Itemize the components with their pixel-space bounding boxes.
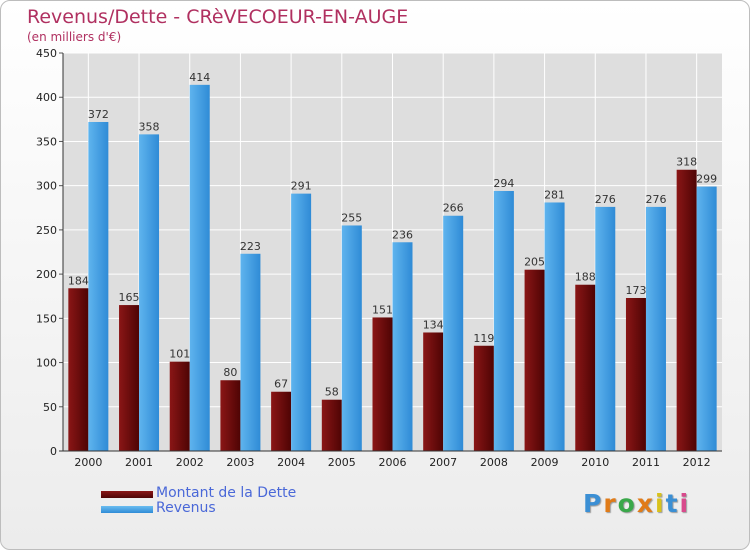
value-label-revenus-2012: 299 xyxy=(696,173,717,186)
bar-dette-2003 xyxy=(220,380,241,451)
bar-revenus-2002 xyxy=(189,84,210,451)
x-tick-label: 2012 xyxy=(683,456,711,469)
bar-revenus-2008 xyxy=(493,190,514,451)
bar-revenus-2009 xyxy=(544,202,565,451)
value-label-dette-2007: 134 xyxy=(423,318,444,331)
bar-dette-2001 xyxy=(119,305,140,451)
logo-letter: o xyxy=(617,489,637,518)
value-label-dette-2000: 184 xyxy=(68,274,89,287)
x-tick-label: 2005 xyxy=(328,456,356,469)
bar-dette-2005 xyxy=(321,399,342,451)
x-tick-label: 2003 xyxy=(226,456,254,469)
y-tick-label: 400 xyxy=(36,91,57,104)
bar-dette-2009 xyxy=(524,269,545,451)
x-tick-label: 2002 xyxy=(176,456,204,469)
value-label-revenus-2010: 276 xyxy=(595,193,616,206)
x-tick-label: 2009 xyxy=(531,456,559,469)
x-tick-label: 2001 xyxy=(125,456,153,469)
y-tick-label: 150 xyxy=(36,312,57,325)
bar-dette-2002 xyxy=(169,361,190,451)
x-tick-label: 2010 xyxy=(581,456,609,469)
value-label-revenus-2004: 291 xyxy=(291,180,312,193)
value-label-dette-2002: 101 xyxy=(169,348,190,361)
bar-revenus-2000 xyxy=(88,121,109,451)
value-label-dette-2009: 205 xyxy=(524,256,545,269)
logo-letter: r xyxy=(603,489,618,518)
value-label-revenus-2011: 276 xyxy=(645,193,666,206)
value-label-dette-2005: 58 xyxy=(325,386,339,399)
bar-dette-2004 xyxy=(271,391,292,451)
y-tick-label: 300 xyxy=(36,180,57,193)
bar-dette-2012 xyxy=(676,169,697,451)
chart-subtitle: (en milliers d'€) xyxy=(27,30,122,44)
value-label-dette-2010: 188 xyxy=(575,271,596,284)
legend-label-revenus: Revenus xyxy=(156,500,216,516)
bar-revenus-2010 xyxy=(595,206,616,451)
y-tick-label: 0 xyxy=(50,445,57,458)
legend-swatch-dette xyxy=(101,491,153,498)
value-label-dette-2001: 165 xyxy=(119,291,140,304)
bar-dette-2008 xyxy=(473,345,494,451)
value-label-revenus-2006: 236 xyxy=(392,228,413,241)
bar-dette-2011 xyxy=(625,297,646,451)
value-label-dette-2006: 151 xyxy=(372,303,393,316)
x-tick-label: 2011 xyxy=(632,456,660,469)
x-tick-label: 2007 xyxy=(429,456,457,469)
bar-revenus-2006 xyxy=(392,242,413,451)
logo-letter: P xyxy=(583,489,604,518)
bar-dette-2007 xyxy=(423,332,444,451)
bar-revenus-2003 xyxy=(240,253,261,451)
proxiti-logo: Proxiti xyxy=(583,489,690,518)
y-tick-label: 250 xyxy=(36,224,57,237)
chart-title: Revenus/Dette - CRèVECOEUR-EN-AUGE xyxy=(27,6,409,28)
value-label-dette-2004: 67 xyxy=(274,378,288,391)
y-tick-label: 450 xyxy=(36,47,57,60)
y-tick-label: 100 xyxy=(36,357,57,370)
y-tick-label: 350 xyxy=(36,135,57,148)
bar-revenus-2004 xyxy=(291,193,312,452)
x-tick-label: 2000 xyxy=(74,456,102,469)
y-tick-label: 200 xyxy=(36,268,57,281)
value-label-revenus-2000: 372 xyxy=(88,108,109,121)
x-tick-label: 2008 xyxy=(480,456,508,469)
bar-revenus-2011 xyxy=(645,206,666,451)
x-tick-label: 2006 xyxy=(379,456,407,469)
value-label-revenus-2002: 414 xyxy=(189,71,210,84)
bar-revenus-2012 xyxy=(696,186,717,451)
value-label-dette-2003: 80 xyxy=(223,366,237,379)
bar-revenus-2001 xyxy=(139,134,160,451)
value-label-revenus-2005: 255 xyxy=(341,211,362,224)
logo-letter: x xyxy=(636,489,655,518)
value-label-revenus-2009: 281 xyxy=(544,188,565,201)
value-label-dette-2012: 318 xyxy=(676,156,697,169)
logo-letter: t xyxy=(665,489,680,518)
value-label-revenus-2007: 266 xyxy=(443,202,464,215)
bar-dette-2006 xyxy=(372,317,393,451)
value-label-dette-2008: 119 xyxy=(473,332,494,345)
x-tick-label: 2004 xyxy=(277,456,305,469)
bar-revenus-2005 xyxy=(341,225,362,451)
value-label-revenus-2001: 358 xyxy=(139,120,160,133)
y-tick-label: 50 xyxy=(43,401,57,414)
legend-label-dette: Montant de la Dette xyxy=(156,485,297,501)
logo-letter: i xyxy=(679,489,691,518)
bar-dette-2000 xyxy=(68,288,89,451)
value-label-dette-2011: 173 xyxy=(625,284,646,297)
legend-swatch-revenus xyxy=(101,506,153,513)
value-label-revenus-2003: 223 xyxy=(240,240,261,253)
value-label-revenus-2008: 294 xyxy=(493,177,514,190)
logo-letter: i xyxy=(655,489,666,518)
bar-revenus-2007 xyxy=(443,215,464,451)
bar-dette-2010 xyxy=(575,284,596,451)
